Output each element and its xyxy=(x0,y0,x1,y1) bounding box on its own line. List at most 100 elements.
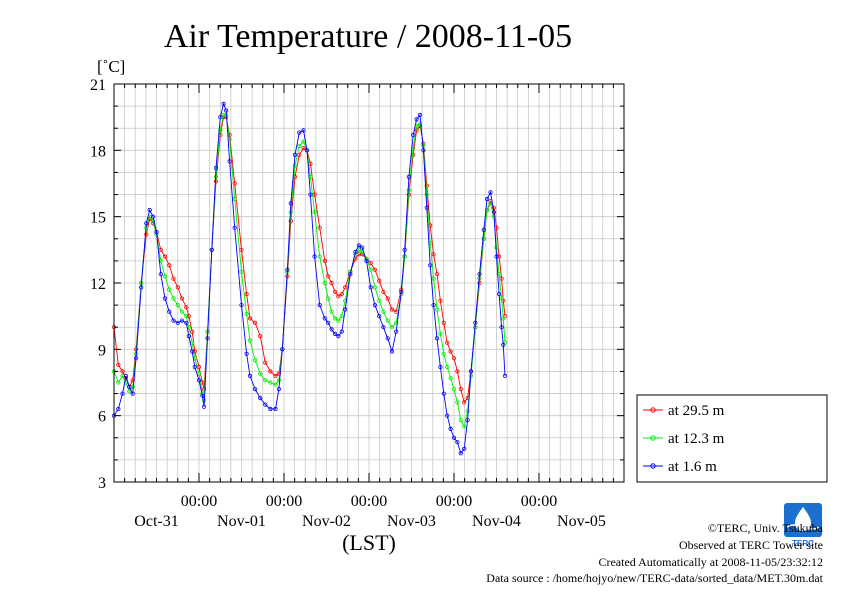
data-point xyxy=(438,364,443,370)
data-point xyxy=(154,230,159,235)
data-point xyxy=(451,386,457,392)
data-point xyxy=(213,165,219,171)
data-point xyxy=(179,318,185,323)
data-point xyxy=(494,254,499,259)
data-point xyxy=(385,296,390,301)
data-point xyxy=(221,101,226,107)
data-point xyxy=(179,309,185,314)
data-point xyxy=(258,333,263,339)
series-2 xyxy=(111,101,508,456)
data-point xyxy=(424,205,429,210)
data-point xyxy=(389,307,395,312)
x-tick-time-label: 00:00 xyxy=(436,493,472,510)
data-point xyxy=(209,247,214,252)
data-point xyxy=(151,214,156,219)
data-point xyxy=(462,400,467,405)
y-tick-label: 15 xyxy=(90,210,106,227)
data-point xyxy=(304,148,310,153)
data-point xyxy=(190,349,195,354)
legend-swatch-marker xyxy=(650,463,656,469)
data-point xyxy=(329,327,334,332)
data-point xyxy=(368,267,373,272)
data-point xyxy=(253,320,258,325)
x-tick-day-label: Nov-04 xyxy=(472,513,521,530)
data-point xyxy=(385,336,390,341)
data-point xyxy=(372,302,377,308)
data-point xyxy=(368,285,373,290)
data-point xyxy=(312,210,317,215)
data-point xyxy=(263,378,268,383)
data-point xyxy=(488,190,493,195)
data-point xyxy=(438,298,443,303)
data-point xyxy=(451,356,457,361)
data-point xyxy=(186,314,191,319)
data-point xyxy=(263,402,268,407)
data-point xyxy=(353,249,358,255)
y-tick-label: 18 xyxy=(90,143,106,160)
data-point xyxy=(417,121,423,126)
y-tick-label: 3 xyxy=(98,475,106,492)
data-point xyxy=(448,375,453,381)
data-point xyxy=(389,349,395,354)
legend-label: at 1.6 m xyxy=(668,459,717,475)
data-point xyxy=(326,296,331,301)
data-point xyxy=(205,336,210,341)
data-point xyxy=(414,117,419,122)
data-point xyxy=(244,311,249,317)
x-tick-day-label: Nov-01 xyxy=(217,513,266,530)
data-point xyxy=(499,296,504,301)
data-point xyxy=(280,347,285,352)
data-point xyxy=(200,393,205,398)
x-tick-day-label: Nov-05 xyxy=(557,513,606,530)
data-point xyxy=(348,272,353,277)
series-line xyxy=(113,116,506,404)
data-point xyxy=(147,207,152,213)
data-point xyxy=(317,302,322,308)
data-point xyxy=(502,373,508,378)
data-point xyxy=(406,188,411,193)
series-0 xyxy=(111,115,508,405)
data-point xyxy=(326,274,331,279)
data-point xyxy=(253,386,258,392)
data-point xyxy=(297,143,302,148)
data-point xyxy=(332,316,338,321)
data-point xyxy=(394,329,399,334)
data-point xyxy=(312,254,317,259)
data-point xyxy=(162,254,168,259)
data-point xyxy=(448,426,453,431)
data-point xyxy=(123,373,129,378)
data-point xyxy=(239,269,244,274)
data-point xyxy=(441,391,446,396)
data-point xyxy=(389,325,395,330)
y-tick-label: 12 xyxy=(90,276,106,293)
data-point xyxy=(263,360,268,365)
data-point xyxy=(343,307,348,312)
data-point xyxy=(428,223,433,228)
data-point xyxy=(144,232,149,237)
data-point xyxy=(339,291,344,297)
data-point xyxy=(301,128,306,133)
data-point xyxy=(372,285,377,290)
data-point xyxy=(186,333,191,339)
data-point xyxy=(381,289,386,294)
data-point xyxy=(167,287,172,292)
data-point xyxy=(273,406,278,412)
data-point xyxy=(501,342,506,347)
data-point xyxy=(276,386,281,392)
data-point xyxy=(343,285,348,290)
data-point xyxy=(292,163,298,168)
data-point xyxy=(406,174,411,179)
data-point xyxy=(336,294,341,299)
data-point xyxy=(247,316,253,321)
data-point xyxy=(428,263,433,268)
data-point xyxy=(356,243,361,248)
data-point xyxy=(171,296,176,301)
x-tick-day-label: Nov-02 xyxy=(302,513,351,530)
legend-label: at 29.5 m xyxy=(668,403,725,419)
data-point xyxy=(499,325,504,330)
data-point xyxy=(167,263,172,268)
data-point xyxy=(218,115,223,120)
data-point xyxy=(308,192,313,197)
data-point xyxy=(184,320,189,325)
data-point xyxy=(381,325,386,330)
